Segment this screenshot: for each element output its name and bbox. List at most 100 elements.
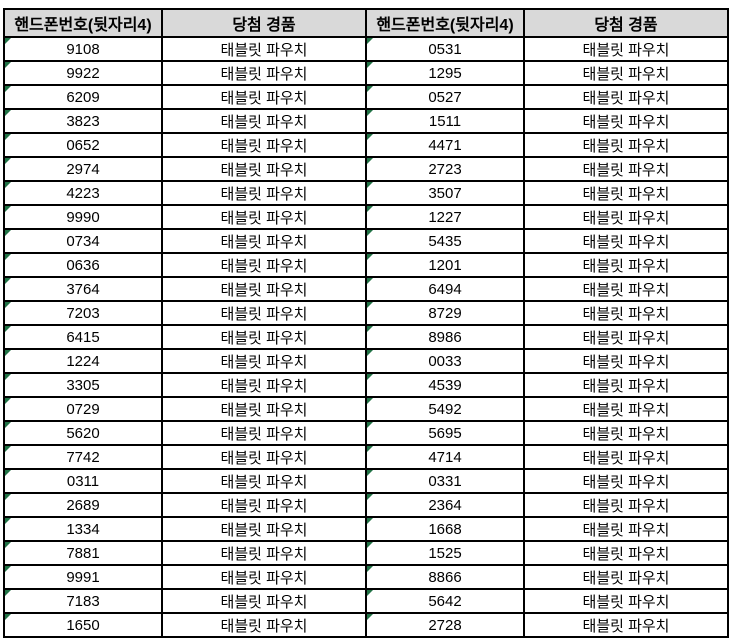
prize-cell[interactable]: 태블릿 파우치 [523,204,729,230]
prize-cell[interactable]: 태블릿 파우치 [523,300,729,326]
phone-cell[interactable]: 6494 [365,276,525,302]
phone-cell[interactable]: 0531 [365,36,525,62]
prize-cell[interactable]: 태블릿 파우치 [523,60,729,86]
phone-cell[interactable]: 7183 [3,588,163,614]
prize-cell[interactable]: 태블릿 파우치 [523,612,729,638]
prize-cell[interactable]: 태블릿 파우치 [161,132,367,158]
prize-cell[interactable]: 태블릿 파우치 [161,612,367,638]
prize-cell[interactable]: 태블릿 파우치 [161,36,367,62]
prize-cell[interactable]: 태블릿 파우치 [523,132,729,158]
phone-cell[interactable]: 9990 [3,204,163,230]
phone-cell[interactable]: 0729 [3,396,163,422]
phone-cell[interactable]: 3823 [3,108,163,134]
phone-cell[interactable]: 8986 [365,324,525,350]
phone-cell[interactable]: 7881 [3,540,163,566]
header-prize-left[interactable]: 당첨 경품 [161,8,367,38]
phone-cell[interactable]: 9922 [3,60,163,86]
phone-cell[interactable]: 9108 [3,36,163,62]
prize-cell[interactable]: 태블릿 파우치 [161,396,367,422]
prize-cell[interactable]: 태블릿 파우치 [523,372,729,398]
phone-cell[interactable]: 6415 [3,324,163,350]
prize-cell[interactable]: 태블릿 파우치 [161,84,367,110]
phone-cell[interactable]: 0033 [365,348,525,374]
prize-cell[interactable]: 태블릿 파우치 [523,36,729,62]
prize-cell[interactable]: 태블릿 파우치 [523,180,729,206]
phone-cell[interactable]: 1227 [365,204,525,230]
prize-cell[interactable]: 태블릿 파우치 [161,276,367,302]
phone-cell[interactable]: 0636 [3,252,163,278]
prize-cell[interactable]: 태블릿 파우치 [523,228,729,254]
phone-cell[interactable]: 0527 [365,84,525,110]
prize-cell[interactable]: 태블릿 파우치 [161,468,367,494]
prize-cell[interactable]: 태블릿 파우치 [161,588,367,614]
prize-cell[interactable]: 태블릿 파우치 [523,516,729,542]
phone-cell[interactable]: 1525 [365,540,525,566]
prize-cell[interactable]: 태블릿 파우치 [161,492,367,518]
phone-cell[interactable]: 3764 [3,276,163,302]
prize-cell[interactable]: 태블릿 파우치 [523,420,729,446]
prize-cell[interactable]: 태블릿 파우치 [523,252,729,278]
prize-cell[interactable]: 태블릿 파우치 [161,156,367,182]
phone-cell[interactable]: 4539 [365,372,525,398]
phone-cell[interactable]: 6209 [3,84,163,110]
phone-cell[interactable]: 2728 [365,612,525,638]
prize-cell[interactable]: 태블릿 파우치 [523,108,729,134]
phone-cell[interactable]: 5695 [365,420,525,446]
phone-cell[interactable]: 1511 [365,108,525,134]
phone-cell[interactable]: 3305 [3,372,163,398]
prize-cell[interactable]: 태블릿 파우치 [161,516,367,542]
prize-cell[interactable]: 태블릿 파우치 [523,588,729,614]
phone-cell[interactable]: 0652 [3,132,163,158]
phone-cell[interactable]: 2723 [365,156,525,182]
prize-cell[interactable]: 태블릿 파우치 [523,156,729,182]
phone-cell[interactable]: 0331 [365,468,525,494]
prize-cell[interactable]: 태블릿 파우치 [161,540,367,566]
prize-cell[interactable]: 태블릿 파우치 [161,564,367,590]
header-prize-right[interactable]: 당첨 경품 [523,8,729,38]
phone-cell[interactable]: 1295 [365,60,525,86]
prize-cell[interactable]: 태블릿 파우치 [523,348,729,374]
prize-cell[interactable]: 태블릿 파우치 [161,444,367,470]
phone-cell[interactable]: 8866 [365,564,525,590]
prize-cell[interactable]: 태블릿 파우치 [161,420,367,446]
prize-cell[interactable]: 태블릿 파우치 [523,84,729,110]
prize-cell[interactable]: 태블릿 파우치 [161,108,367,134]
phone-cell[interactable]: 2974 [3,156,163,182]
phone-cell[interactable]: 9991 [3,564,163,590]
header-phone-right[interactable]: 핸드폰번호(뒷자리4) [365,8,525,38]
prize-cell[interactable]: 태블릿 파우치 [523,540,729,566]
prize-cell[interactable]: 태블릿 파우치 [161,180,367,206]
phone-cell[interactable]: 3507 [365,180,525,206]
phone-cell[interactable]: 4471 [365,132,525,158]
prize-cell[interactable]: 태블릿 파우치 [523,444,729,470]
phone-cell[interactable]: 4223 [3,180,163,206]
prize-cell[interactable]: 태블릿 파우치 [523,564,729,590]
prize-cell[interactable]: 태블릿 파우치 [161,300,367,326]
phone-cell[interactable]: 2689 [3,492,163,518]
phone-cell[interactable]: 1668 [365,516,525,542]
header-phone-left[interactable]: 핸드폰번호(뒷자리4) [3,8,163,38]
prize-cell[interactable]: 태블릿 파우치 [161,204,367,230]
phone-cell[interactable]: 8729 [365,300,525,326]
phone-cell[interactable]: 1334 [3,516,163,542]
prize-cell[interactable]: 태블릿 파우치 [161,228,367,254]
phone-cell[interactable]: 4714 [365,444,525,470]
prize-cell[interactable]: 태블릿 파우치 [161,252,367,278]
phone-cell[interactable]: 5492 [365,396,525,422]
prize-cell[interactable]: 태블릿 파우치 [523,276,729,302]
prize-cell[interactable]: 태블릿 파우치 [523,492,729,518]
phone-cell[interactable]: 5620 [3,420,163,446]
phone-cell[interactable]: 5435 [365,228,525,254]
phone-cell[interactable]: 5642 [365,588,525,614]
prize-cell[interactable]: 태블릿 파우치 [161,60,367,86]
prize-cell[interactable]: 태블릿 파우치 [523,468,729,494]
phone-cell[interactable]: 7742 [3,444,163,470]
phone-cell[interactable]: 1201 [365,252,525,278]
prize-cell[interactable]: 태블릿 파우치 [523,324,729,350]
prize-cell[interactable]: 태블릿 파우치 [161,348,367,374]
phone-cell[interactable]: 2364 [365,492,525,518]
phone-cell[interactable]: 7203 [3,300,163,326]
phone-cell[interactable]: 0734 [3,228,163,254]
prize-cell[interactable]: 태블릿 파우치 [161,324,367,350]
prize-cell[interactable]: 태블릿 파우치 [161,372,367,398]
